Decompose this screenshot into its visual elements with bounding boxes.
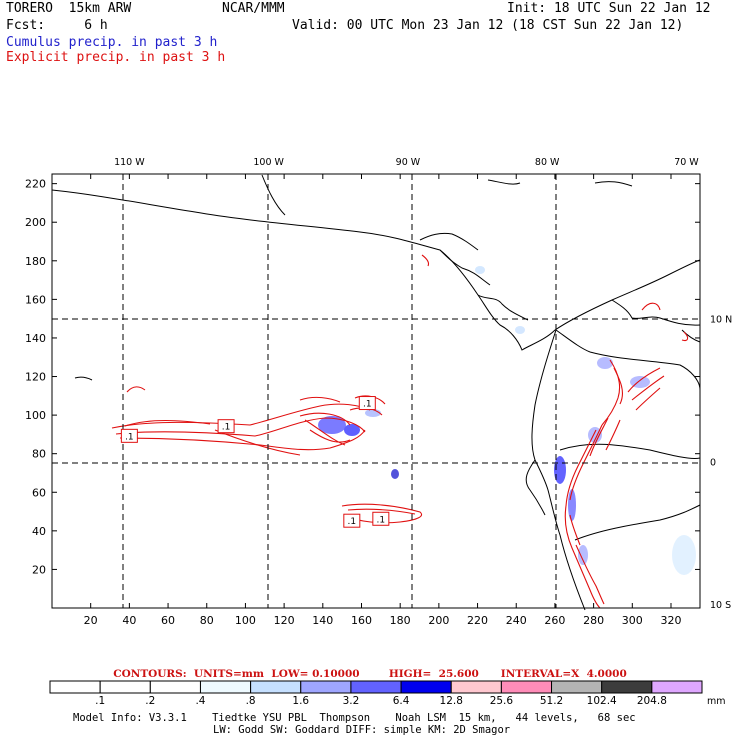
x-tick-label: 160 <box>351 614 372 627</box>
init-time: Init: 18 UTC Sun 22 Jan 12 <box>507 1 711 16</box>
colorbar-swatch <box>149 680 201 694</box>
contour-label-box <box>358 396 376 411</box>
latitude-label: 0 <box>710 457 716 468</box>
colorbar-swatch <box>500 680 553 694</box>
y-tick-label: 40 <box>32 525 46 538</box>
y-tick-label: 60 <box>32 486 46 499</box>
longitude-label: 70 W <box>674 157 699 168</box>
x-tick-label: 200 <box>428 614 449 627</box>
valid-time: Valid: 00 UTC Mon 23 Jan 12 (18 CST Sun … <box>292 18 684 33</box>
x-tick-label: 140 <box>312 614 333 627</box>
longitude-label: 80 W <box>535 157 560 168</box>
latlon-grid <box>52 174 700 608</box>
y-tick-label: 20 <box>32 563 46 576</box>
contour-labels: .1 .1 .1 .1 .1 <box>120 396 390 528</box>
colorbar-tick-label: 12.8 <box>440 695 463 707</box>
x-tick-label: 80 <box>200 614 214 627</box>
colorbar-swatch <box>350 680 402 694</box>
colorbar-tick-label: 1.6 <box>292 695 309 707</box>
colorbar: .1 .2 .4 .8 1.6 3.2 6.4 12.8 25.6 51.2 102.4 204.8 m… <box>49 680 726 707</box>
contour-label-text: .1 <box>348 517 357 527</box>
x-tick-label: 120 <box>274 614 295 627</box>
y-tick-label: 100 <box>25 409 46 422</box>
x-tick-label: 300 <box>622 614 643 627</box>
x-tick-label: 260 <box>544 614 565 627</box>
latitude-label: 10 N <box>710 315 732 326</box>
longitude-label: 110 W <box>114 157 145 168</box>
contour-label-text: .1 <box>222 423 231 433</box>
colorbar-tick-label: .4 <box>195 695 205 707</box>
colorbar-swatch <box>450 680 502 694</box>
contour-label-box <box>372 511 390 526</box>
cumulus-precip-shading <box>318 266 696 575</box>
longitude-label: 90 W <box>396 157 421 168</box>
contour-label-text: .1 <box>125 432 134 442</box>
colorbar-swatch <box>99 680 151 694</box>
colorbar-tick-label: 25.6 <box>490 695 514 707</box>
colorbar-tick-label: 51.2 <box>540 695 563 707</box>
model-info-line: Model Info: V3.3.1 Tiedtke YSU PBL Thomp… <box>73 712 636 724</box>
model-title: TORERO 15km ARW <box>6 1 132 16</box>
x-tick-label: 20 <box>84 614 98 627</box>
colorbar-swatch <box>601 680 653 694</box>
colorbar-swatch <box>400 680 452 694</box>
physics-info-line: LW: Godd SW: Goddard DIFF: simple KM: 2D… <box>213 724 511 736</box>
colorbar-tick-label: .2 <box>145 695 155 707</box>
x-tick-label: 40 <box>122 614 136 627</box>
colorbar-swatch <box>300 680 352 694</box>
contour-label-text: .1 <box>377 515 386 525</box>
contour-label-box <box>343 513 361 528</box>
longitude-label: 100 W <box>253 157 284 168</box>
y-tick-label: 160 <box>25 293 46 306</box>
colorbar-tick-label: .8 <box>246 695 256 707</box>
colorbar-swatch <box>199 680 252 694</box>
y-tick-label: 120 <box>25 371 46 384</box>
x-tick-label: 320 <box>660 614 681 627</box>
x-tick-label: 220 <box>467 614 488 627</box>
x-tick-label: 180 <box>390 614 411 627</box>
x-tick-label: 280 <box>583 614 604 627</box>
colorbar-tick-label: 6.4 <box>393 695 410 707</box>
plot-frame <box>51 173 701 609</box>
colorbar-tick-label: .1 <box>95 695 105 707</box>
forecast-hour: Fcst: 6 h <box>6 18 108 33</box>
colorbar-swatch <box>250 680 302 694</box>
explicit-precip-contours <box>111 254 689 609</box>
contour-label-box <box>217 419 235 434</box>
y-tick-label: 140 <box>25 332 46 345</box>
y-tick-label: 80 <box>32 448 46 461</box>
coastlines <box>51 174 701 611</box>
field-cumulus-label: Cumulus precip. in past 3 h <box>6 35 218 50</box>
x-tick-label: 60 <box>161 614 175 627</box>
x-tick-label: 100 <box>235 614 256 627</box>
contour-info: CONTOURS: UNITS=mm LOW= 0.10000 HIGH= 25… <box>113 668 627 680</box>
contour-label-box <box>120 428 138 443</box>
y-tick-label: 180 <box>25 255 46 268</box>
field-explicit-label: Explicit precip. in past 3 h <box>6 50 226 65</box>
x-tick-label: 240 <box>506 614 527 627</box>
y-tick-label: 200 <box>25 216 46 229</box>
colorbar-tick-label: 3.2 <box>343 695 360 707</box>
colorbar-tick-label: 102.4 <box>587 695 617 707</box>
org-label: NCAR/MMM <box>222 1 285 16</box>
colorbar-unit: mm <box>707 696 726 707</box>
colorbar-swatch <box>49 680 101 694</box>
contour-label-text: .1 <box>363 400 372 410</box>
axes: 20 40 60 80 100 120 140 160 180 200 220 240 260 280 30… <box>25 157 732 627</box>
y-tick-label: 220 <box>25 178 46 191</box>
colorbar-tick-label: 204.8 <box>637 695 667 707</box>
colorbar-swatch <box>651 680 703 694</box>
colorbar-swatch <box>551 680 603 694</box>
latitude-label: 10 S <box>710 600 731 611</box>
